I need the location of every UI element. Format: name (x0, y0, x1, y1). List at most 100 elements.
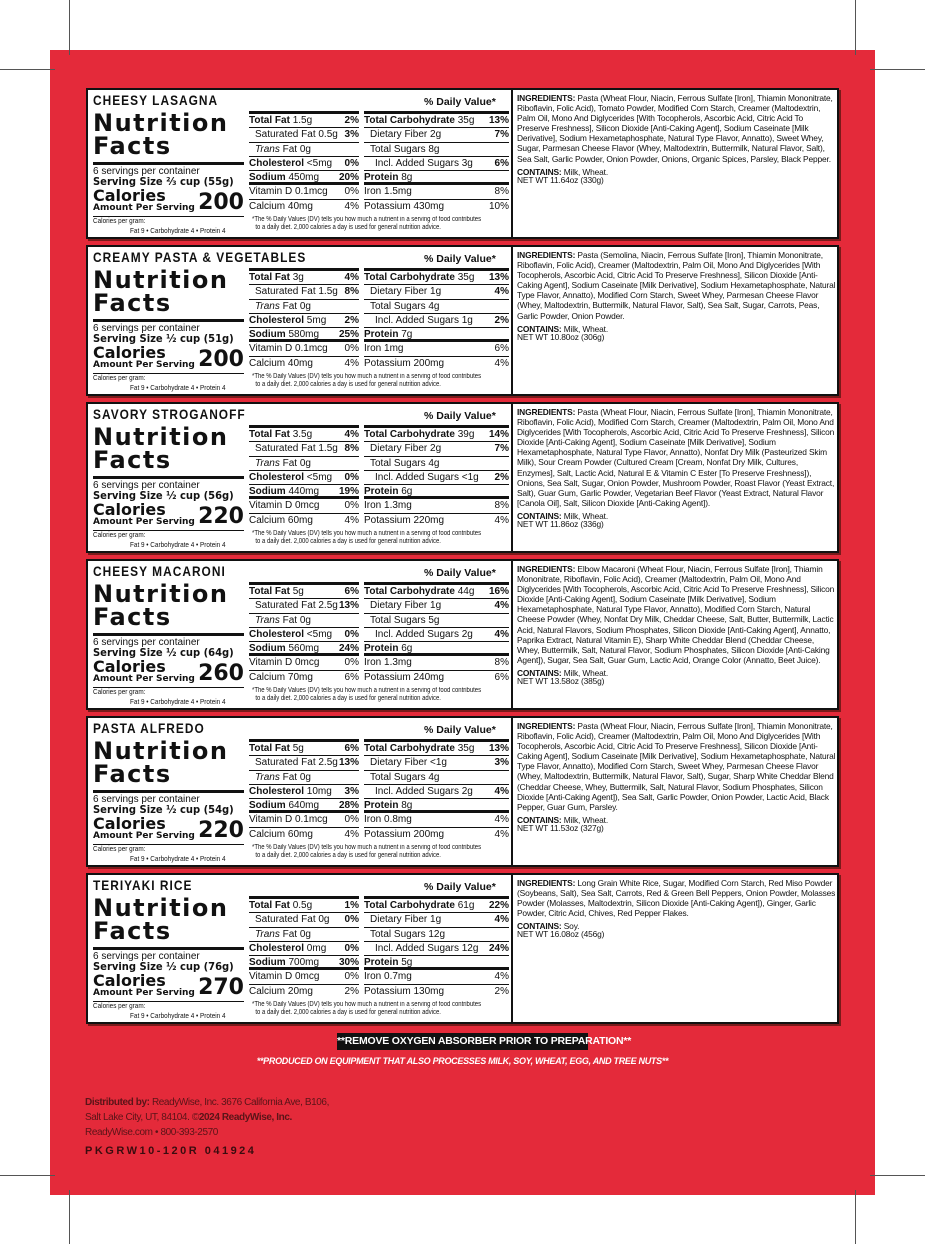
calories-value: 200 (198, 347, 244, 372)
calories-label: Calories (93, 343, 166, 362)
product-panel: CREAMY PASTA & VEGETABLES % Daily Value* N… (86, 245, 839, 396)
nutrient-row: Vitamin D 0mcg 0% (249, 970, 359, 985)
nutrient-amount: 20mg (287, 985, 313, 997)
daily-value-percent: 0% (344, 942, 359, 954)
amount-per-serving: Amount Per Serving (93, 988, 195, 998)
ingredients-text: Pasta (Wheat Flour, Niacin, Ferrous Sulf… (517, 407, 835, 508)
product-panel: TERIYAKI RICE % Daily Value* Nutrition Fact… (86, 873, 839, 1024)
daily-value-percent: 2% (494, 314, 509, 326)
net-weight: NET WT 16.08oz (456g) (517, 929, 605, 940)
nutrient-label: Dietary Fiber 2g (364, 128, 441, 141)
nutrient-amount: 0mcg (294, 971, 320, 983)
nutrient-label: Total Carbohydrate 61g (364, 899, 474, 912)
nutrient-amount: 700mg (288, 957, 320, 969)
nutrient-amount: 240mg (413, 671, 445, 683)
nutrient-amount: 0.7mg (384, 971, 412, 983)
nutrient-label: Potassium 200mg (364, 828, 444, 842)
nutrient-label: Iron 1.3mg (364, 656, 412, 669)
daily-value-percent: 4% (494, 914, 509, 926)
daily-value-percent: 14% (488, 429, 509, 440)
nutrient-label: Protein 7g (364, 328, 412, 340)
nutrient-amount: 0.1mcg (294, 814, 328, 826)
daily-value-percent: 3% (344, 129, 359, 141)
daily-value-percent: 4% (494, 628, 509, 640)
nutrient-name: Protein (364, 957, 399, 969)
nutrient-name: Potassium (364, 514, 411, 526)
nutrient-label: Sodium 580mg (249, 328, 319, 340)
daily-value-percent: 6% (494, 343, 509, 355)
nutrient-amount: 0.5g (318, 129, 338, 141)
product-panel: CHEESY LASAGNA % Daily Value* Nutrition Fac… (86, 88, 839, 239)
nutrient-row: Iron 1.3mg 8% (364, 656, 509, 671)
nutrient-label: Dietary Fiber <1g (364, 756, 447, 769)
nutrient-label: Potassium 220mg (364, 514, 444, 528)
dv-footnote: *The % Daily Values (DV) tells you how m… (252, 530, 481, 545)
divider (511, 247, 513, 394)
nutrient-name: Fat (282, 928, 298, 940)
daily-value-percent: 0% (344, 628, 359, 640)
nutrient-amount: 220mg (413, 514, 445, 526)
daily-value-percent: 6% (494, 671, 509, 683)
daily-value-percent: 3% (494, 757, 509, 769)
ingredients-label: INGREDIENTS: (517, 564, 576, 574)
nutrient-row: Iron 0.8mg 4% (364, 813, 509, 828)
nutrient-amount: 1.5g (318, 286, 338, 298)
trans-label: Trans (255, 771, 280, 783)
divider (93, 216, 244, 217)
nutrient-label: Cholesterol <5mg (249, 157, 332, 170)
nutrient-label: Dietary Fiber 1g (364, 599, 441, 612)
nutrient-label: Trans Fat 0g (249, 771, 311, 784)
dv-footnote: *The % Daily Values (DV) tells you how m… (252, 373, 481, 388)
nutrient-column-left: Total Fat 0.5g 1% Saturated Fat 0g 0% Trans … (249, 896, 359, 999)
divider (93, 530, 244, 531)
daily-value-percent: 4% (494, 514, 509, 526)
daily-value-percent: 0% (344, 186, 359, 198)
footnote-line: to a daily diet. 2,000 calories a day is… (255, 223, 441, 231)
nutrient-row: Potassium 130mg 2% (364, 985, 509, 999)
nutrient-name: Cholesterol (249, 785, 305, 797)
nutrient-label: Total Fat 0.5g (249, 899, 312, 912)
calories-label: Calories (93, 500, 166, 519)
nutrient-name: Incl. Added Sugars (375, 942, 459, 954)
daily-value-percent: 4% (494, 828, 509, 840)
nutrient-amount: 0g (299, 928, 311, 940)
nutrient-amount: 200mg (413, 828, 445, 840)
footnote-line: *The % Daily Values (DV) tells you how m… (252, 844, 482, 851)
nutrient-name: Protein (364, 486, 399, 498)
daily-value-percent: 10% (488, 200, 509, 212)
nutrient-label: Saturated Fat 0g (249, 913, 330, 926)
nutrient-row: Total Sugars 5g (364, 614, 509, 628)
nutrient-row: Total Fat 0.5g 1% (249, 899, 359, 914)
nutrient-row: Total Sugars 8g (364, 143, 509, 157)
daily-value-percent: 4% (494, 814, 509, 826)
nutrient-label: Protein 8g (364, 171, 412, 184)
ingredients-label: INGREDIENTS: (517, 250, 576, 260)
ingredients-block: INGREDIENTS: Long Grain White Rice, Suga… (517, 878, 837, 940)
nutrient-name: Vitamin D (249, 657, 293, 669)
daily-value-percent: 13% (338, 600, 359, 612)
nutrient-row: Dietary Fiber <1g 3% (364, 756, 509, 771)
product-panel: CHEESY MACARONI% Daily Value* Nutrition Fa… (86, 559, 839, 710)
nutrient-name: Iron (364, 971, 382, 983)
nutrient-label: Sodium 560mg (249, 642, 319, 654)
nutrient-label: Total Sugars 4g (364, 771, 440, 784)
product-name: SAVORY STROGANOFF (93, 406, 246, 422)
daily-value-percent: 4% (494, 600, 509, 612)
crop-mark (855, 1190, 856, 1244)
nutrient-label: Dietary Fiber 2g (364, 442, 441, 455)
nutrient-label: Incl. Added Sugars 2g (364, 785, 473, 798)
nutrient-name: Dietary Fiber (370, 443, 428, 455)
daily-value-percent: 6% (344, 671, 359, 683)
nutrient-name: Total Carbohydrate (364, 115, 455, 126)
daily-value-percent: 0% (344, 914, 359, 926)
nutrient-row: Cholesterol <5mg 0% (249, 157, 359, 172)
ingredients-text: Pasta (Wheat Flour, Niacin, Ferrous Sulf… (517, 93, 833, 164)
nutrient-name: Sodium (249, 800, 286, 812)
ingredients-text: Elbow Macaroni (Wheat Flour, Niacin, Fer… (517, 564, 835, 665)
nutrient-row: Iron 1.3mg 8% (364, 499, 509, 514)
ingredients-text: Pasta (Wheat Flour, Niacin, Ferrous Sulf… (517, 721, 836, 812)
nutrient-name: Protein (364, 172, 399, 184)
nutrient-amount: 35g (457, 743, 475, 754)
nutrient-amount: 35g (457, 115, 475, 126)
footnote-line: *The % Daily Values (DV) tells you how m… (252, 687, 482, 694)
